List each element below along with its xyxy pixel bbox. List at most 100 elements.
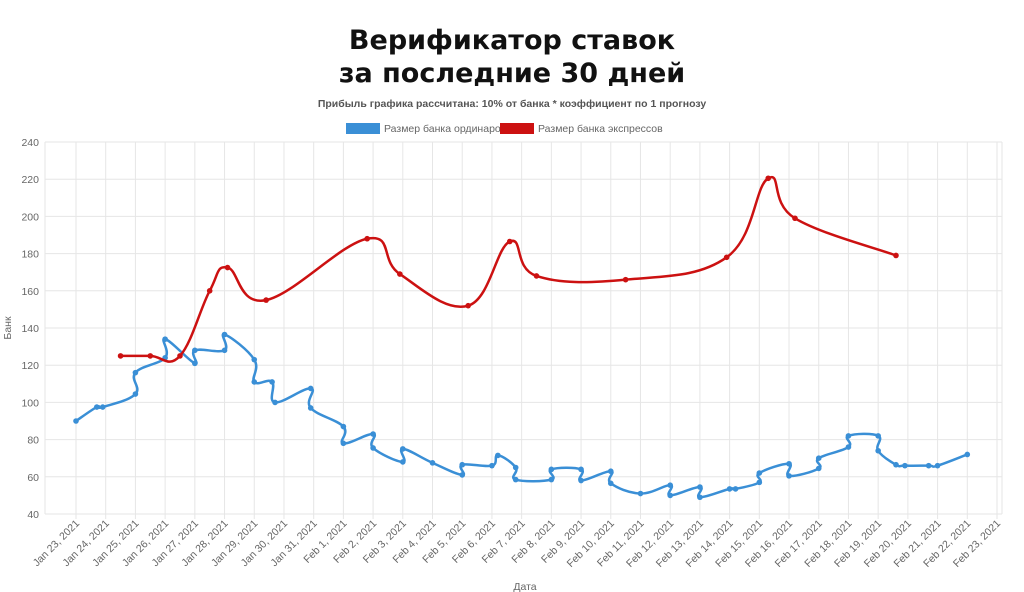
data-point-ordinary[interactable] xyxy=(875,447,881,454)
chart-legend: Размер банка ординаров Размер банка эксп… xyxy=(346,123,663,135)
y-axis-ticks: 40 60 80 100 120 140 160 180 200 220 240 xyxy=(21,137,39,521)
data-point-ordinary[interactable] xyxy=(429,460,436,466)
chart-grid xyxy=(44,141,1003,519)
data-point-ordinary[interactable] xyxy=(893,461,899,468)
data-point-ordinary[interactable] xyxy=(307,405,314,411)
data-point-express[interactable] xyxy=(117,353,124,359)
data-point-express[interactable] xyxy=(723,254,730,261)
data-point-ordinary[interactable] xyxy=(192,347,198,354)
y-tick-label: 80 xyxy=(27,435,39,447)
legend-swatch-express xyxy=(500,123,534,134)
data-point-ordinary[interactable] xyxy=(815,455,822,462)
data-point-ordinary[interactable] xyxy=(192,360,198,367)
series-line-express xyxy=(120,175,897,363)
series-line-ordinary xyxy=(75,333,968,499)
chart-title-line-2: за последние 30 дней xyxy=(338,58,686,89)
data-point-express[interactable] xyxy=(147,353,154,359)
data-point-express[interactable] xyxy=(506,238,513,245)
data-point-ordinary[interactable] xyxy=(340,440,347,447)
data-point-ordinary[interactable] xyxy=(578,466,584,473)
data-point-ordinary[interactable] xyxy=(93,404,100,410)
y-tick-label: 200 xyxy=(21,211,39,223)
data-point-ordinary[interactable] xyxy=(815,465,822,472)
chart-title-line-1: Верификатор ставок xyxy=(348,25,676,56)
data-point-ordinary[interactable] xyxy=(697,484,703,490)
data-point-express[interactable] xyxy=(622,276,629,283)
data-point-express[interactable] xyxy=(792,215,798,222)
legend-label-express: Размер банка экспрессов xyxy=(538,123,663,135)
data-point-express[interactable] xyxy=(364,235,370,242)
x-axis-label: Дата xyxy=(513,581,536,592)
data-point-express[interactable] xyxy=(533,273,540,279)
data-point-express[interactable] xyxy=(397,271,403,277)
data-point-ordinary[interactable] xyxy=(459,472,466,478)
chart-title: Верификатор ставок за последние 30 дней xyxy=(0,24,1024,90)
data-point-ordinary[interactable] xyxy=(548,476,555,483)
y-tick-label: 160 xyxy=(21,286,39,298)
data-point-ordinary[interactable] xyxy=(732,486,739,492)
series-ordinary xyxy=(73,331,971,501)
data-point-ordinary[interactable] xyxy=(269,379,275,385)
data-point-ordinary[interactable] xyxy=(132,369,139,376)
data-point-ordinary[interactable] xyxy=(925,462,932,469)
data-point-express[interactable] xyxy=(263,297,269,303)
data-point-express[interactable] xyxy=(206,288,213,294)
data-point-ordinary[interactable] xyxy=(251,356,258,363)
data-point-ordinary[interactable] xyxy=(459,461,466,468)
legend-swatch-ordinary xyxy=(346,123,380,134)
data-point-ordinary[interactable] xyxy=(370,445,376,451)
y-tick-label: 180 xyxy=(21,249,39,261)
data-point-ordinary[interactable] xyxy=(340,423,347,430)
data-point-ordinary[interactable] xyxy=(964,451,971,458)
data-point-express[interactable] xyxy=(177,353,183,359)
data-point-ordinary[interactable] xyxy=(875,433,881,439)
data-point-ordinary[interactable] xyxy=(489,462,495,469)
data-point-ordinary[interactable] xyxy=(272,399,278,406)
data-point-ordinary[interactable] xyxy=(548,466,555,473)
data-point-ordinary[interactable] xyxy=(667,492,673,499)
y-tick-label: 120 xyxy=(21,360,39,372)
y-tick-label: 220 xyxy=(21,174,39,186)
legend-item-ordinary[interactable]: Размер банка ординаров xyxy=(346,123,507,135)
data-point-ordinary[interactable] xyxy=(934,462,941,469)
data-point-ordinary[interactable] xyxy=(307,385,314,392)
y-tick-label: 140 xyxy=(21,323,39,335)
data-point-ordinary[interactable] xyxy=(99,404,106,410)
data-point-ordinary[interactable] xyxy=(221,331,228,338)
data-point-ordinary[interactable] xyxy=(786,460,792,467)
y-axis-label: Банк xyxy=(2,316,14,340)
legend-item-express[interactable]: Размер банка экспрессов xyxy=(500,123,663,135)
data-point-ordinary[interactable] xyxy=(726,486,733,492)
data-point-express[interactable] xyxy=(765,175,772,182)
data-point-ordinary[interactable] xyxy=(251,379,258,385)
data-point-ordinary[interactable] xyxy=(578,477,584,484)
data-point-ordinary[interactable] xyxy=(162,336,168,342)
data-point-ordinary[interactable] xyxy=(495,452,501,459)
data-point-ordinary[interactable] xyxy=(512,464,519,471)
data-point-ordinary[interactable] xyxy=(697,494,703,501)
data-point-express[interactable] xyxy=(465,302,471,309)
data-point-ordinary[interactable] xyxy=(637,490,644,497)
data-point-ordinary[interactable] xyxy=(902,462,908,469)
data-point-ordinary[interactable] xyxy=(756,470,763,476)
data-point-express[interactable] xyxy=(893,252,899,259)
data-point-ordinary[interactable] xyxy=(400,446,406,452)
data-point-ordinary[interactable] xyxy=(370,431,376,437)
data-point-ordinary[interactable] xyxy=(845,433,852,439)
y-tick-label: 40 xyxy=(27,509,39,521)
data-point-ordinary[interactable] xyxy=(667,482,673,488)
data-point-ordinary[interactable] xyxy=(221,347,228,354)
data-point-ordinary[interactable] xyxy=(607,480,614,487)
data-point-ordinary[interactable] xyxy=(786,473,792,479)
data-point-ordinary[interactable] xyxy=(845,444,852,450)
y-tick-label: 240 xyxy=(21,137,39,149)
data-point-ordinary[interactable] xyxy=(132,391,139,397)
data-point-ordinary[interactable] xyxy=(400,459,406,465)
data-point-ordinary[interactable] xyxy=(73,418,79,424)
data-point-ordinary[interactable] xyxy=(512,476,519,483)
data-point-express[interactable] xyxy=(224,264,231,271)
data-point-ordinary[interactable] xyxy=(607,468,614,475)
y-tick-label: 60 xyxy=(27,472,39,484)
data-point-ordinary[interactable] xyxy=(756,479,763,486)
